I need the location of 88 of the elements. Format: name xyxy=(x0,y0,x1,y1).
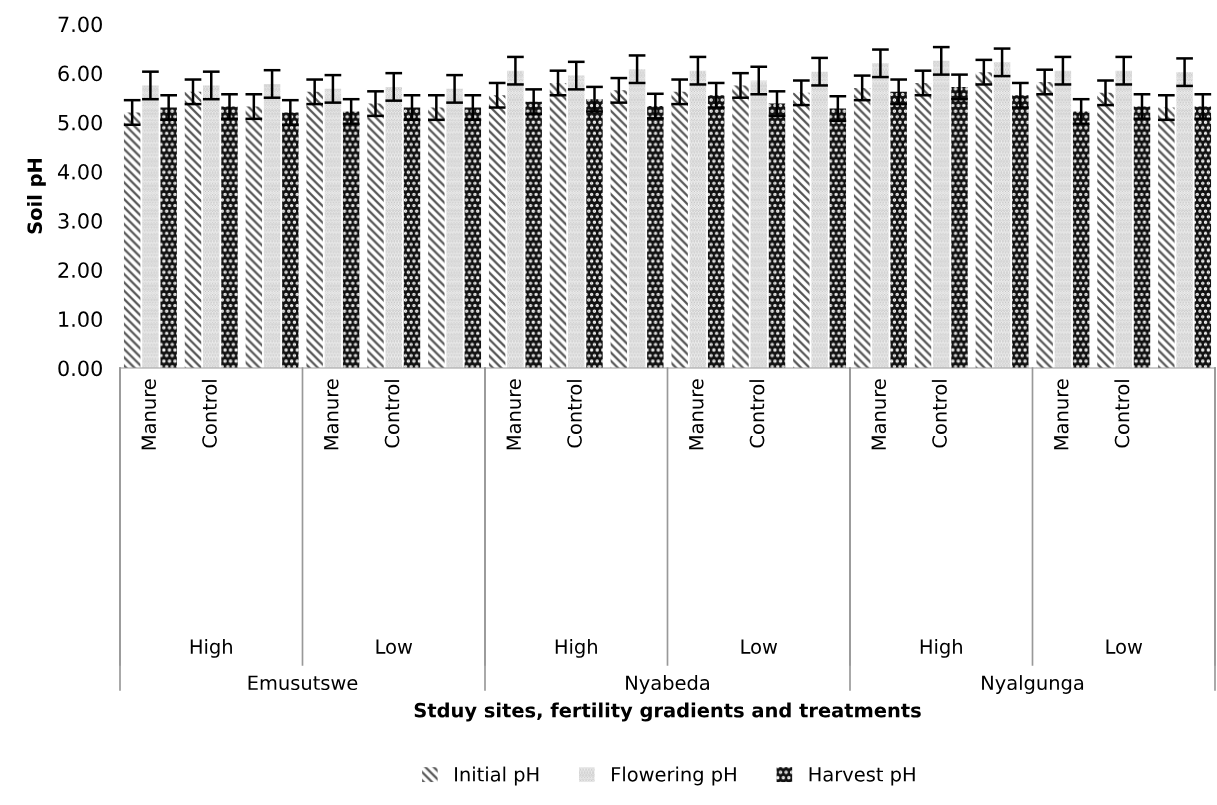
bar xyxy=(975,72,993,368)
y-tick-label: 7.00 xyxy=(58,16,102,33)
bar xyxy=(914,82,932,368)
bar xyxy=(142,85,159,368)
bar xyxy=(768,103,786,368)
bar xyxy=(123,112,141,368)
bar xyxy=(263,83,281,368)
bar xyxy=(385,86,402,368)
bar xyxy=(446,88,463,368)
bar xyxy=(750,80,767,368)
bar xyxy=(507,70,524,368)
bar xyxy=(1133,106,1151,368)
bar xyxy=(245,106,263,368)
bar xyxy=(689,70,707,368)
bar xyxy=(428,107,445,368)
text: High xyxy=(555,638,597,658)
bar xyxy=(403,107,421,368)
bar xyxy=(647,106,664,368)
bar xyxy=(1036,81,1053,368)
text: High xyxy=(190,638,232,658)
text: Nyabeda xyxy=(626,675,709,694)
y-tick-label: 6.00 xyxy=(58,65,102,82)
x-tick-label: Manure xyxy=(324,379,339,450)
bar xyxy=(993,62,1011,368)
x-tick-label: Manure xyxy=(506,379,522,450)
x-tick-label: Manure xyxy=(871,379,887,450)
x-tick-label: Manure xyxy=(141,379,157,450)
bar xyxy=(488,95,506,368)
y-tick-label: 4.00 xyxy=(57,163,102,180)
bar xyxy=(342,111,360,368)
x-tick-label: Manure xyxy=(1054,379,1069,450)
bar xyxy=(324,88,342,368)
bar xyxy=(628,69,646,368)
bar xyxy=(1194,106,1212,368)
x-tick-label: Manure xyxy=(689,379,704,450)
bar xyxy=(282,112,299,368)
bar xyxy=(1176,72,1193,368)
legend-label: Initial pH xyxy=(455,766,539,786)
bar xyxy=(525,101,542,368)
bar xyxy=(1072,111,1090,368)
bar xyxy=(160,107,177,368)
bar xyxy=(793,92,810,368)
x-tick-label: Control xyxy=(201,380,217,448)
text: Emusutswe xyxy=(248,675,358,691)
bar xyxy=(1012,95,1029,368)
bar xyxy=(1158,107,1175,368)
text: Low xyxy=(1106,639,1143,654)
x-tick-label: Control xyxy=(1114,380,1130,448)
bar xyxy=(671,91,688,368)
text: High xyxy=(920,638,962,658)
bar xyxy=(1115,70,1132,368)
bar xyxy=(732,85,749,368)
bar xyxy=(951,86,968,368)
bar xyxy=(872,63,889,368)
legend-label: Harvest pH xyxy=(809,767,915,786)
bar xyxy=(1054,70,1072,368)
bar xyxy=(829,108,847,368)
x-tick-label: Control xyxy=(566,380,582,448)
legend-label: Flowering pH xyxy=(612,766,736,786)
bar xyxy=(586,99,603,368)
bar xyxy=(853,87,871,368)
y-tick-label: 3.00 xyxy=(58,213,102,229)
bar xyxy=(811,71,828,368)
text: Stduy sites, fertility gradients and treatments xyxy=(414,702,921,722)
bar xyxy=(464,107,482,368)
bar xyxy=(890,91,907,368)
bar xyxy=(933,60,950,368)
text: Low xyxy=(376,639,413,654)
x-tick-label: Control xyxy=(749,380,765,448)
text: Nyalgunga xyxy=(982,675,1084,694)
y-tick-label: 5.00 xyxy=(58,114,102,131)
bar xyxy=(568,75,585,368)
y-tick-label: 2.00 xyxy=(58,262,102,278)
bar xyxy=(184,91,202,368)
y-axis-title: Soil pH xyxy=(27,158,46,234)
y-tick-label: 0.00 xyxy=(58,360,102,377)
bar xyxy=(549,82,567,368)
y-tick-label: 1.00 xyxy=(59,311,102,328)
bar xyxy=(1097,92,1114,368)
bar xyxy=(610,90,628,368)
x-tick-label: Control xyxy=(384,380,400,448)
text: Low xyxy=(741,639,778,654)
bar xyxy=(221,106,238,368)
bar xyxy=(306,91,323,368)
bar xyxy=(203,85,220,368)
bar xyxy=(367,103,384,368)
x-tick-label: Control xyxy=(931,380,947,448)
bar xyxy=(707,95,725,368)
